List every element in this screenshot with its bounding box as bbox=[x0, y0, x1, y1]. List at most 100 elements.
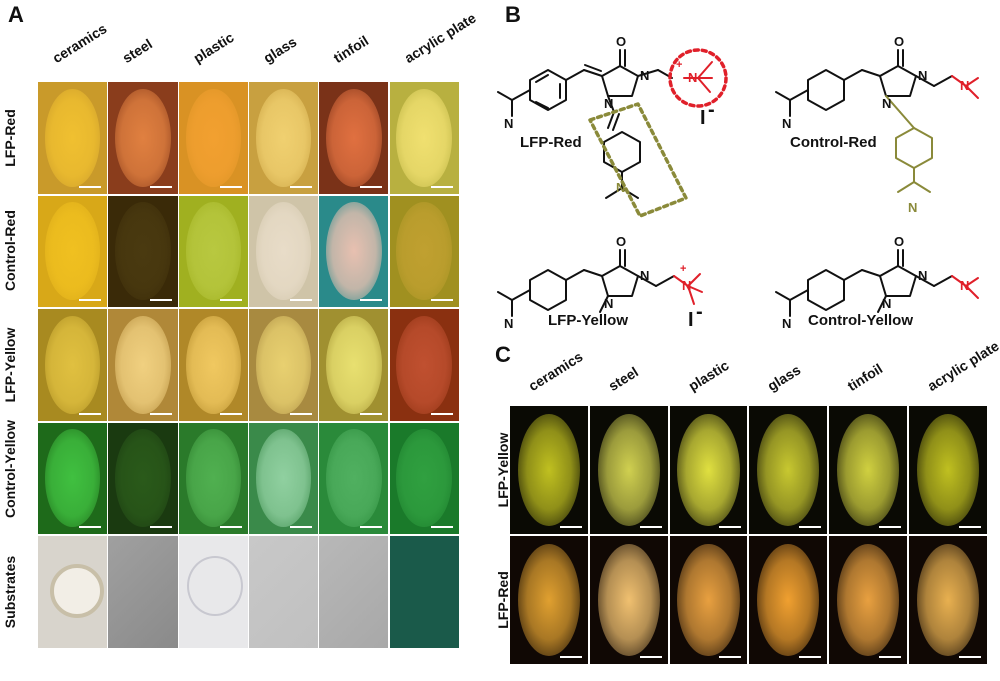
scale-bar bbox=[79, 299, 102, 301]
fingerprint-image bbox=[326, 88, 382, 187]
fingerprint-image bbox=[597, 413, 660, 527]
substrate-surface bbox=[319, 536, 389, 648]
ceramic-dish bbox=[50, 564, 104, 618]
fingerprint-image bbox=[597, 543, 660, 657]
panel-c-tile bbox=[829, 536, 907, 664]
atom-o-1: O bbox=[616, 34, 626, 49]
atom-n-3: N bbox=[504, 116, 513, 131]
fingerprint-image bbox=[916, 413, 979, 527]
panel-a-letter: A bbox=[8, 2, 24, 27]
fingerprint-image bbox=[396, 88, 452, 187]
panel-a-tile bbox=[108, 82, 178, 194]
scale-bar bbox=[290, 299, 313, 301]
panel-a-column-label: acrylic plate bbox=[401, 9, 479, 66]
scale-bar bbox=[799, 526, 822, 528]
panel-a-tile bbox=[178, 195, 248, 307]
panel-a-column-label: tinfoil bbox=[330, 32, 372, 66]
fingerprint-image bbox=[517, 543, 580, 657]
scale-bar bbox=[719, 526, 742, 528]
fingerprint-image bbox=[396, 315, 452, 414]
control-red-structure bbox=[775, 49, 979, 193]
substrate-surface bbox=[108, 536, 178, 648]
fingerprint-image bbox=[185, 202, 241, 301]
atom-n-15: N bbox=[918, 268, 927, 283]
scale-bar bbox=[219, 185, 242, 188]
panel-a-tile bbox=[248, 422, 319, 534]
panel-a-column-label: glass bbox=[260, 33, 300, 66]
fingerprint-image bbox=[255, 315, 312, 414]
plastic-dish bbox=[186, 556, 243, 616]
scale-bar bbox=[219, 412, 242, 415]
lfp-yellow-structure bbox=[497, 249, 703, 317]
panel-c-tile bbox=[909, 406, 987, 534]
panel-c-column-label: ceramics bbox=[525, 348, 586, 394]
panel-c-tile bbox=[749, 536, 828, 664]
panel-a-tile bbox=[248, 309, 319, 421]
panel-a-tile bbox=[389, 82, 459, 194]
panel-c-tile bbox=[669, 536, 748, 664]
panel-a-tile bbox=[319, 422, 389, 534]
label-control-red: Control-Red bbox=[790, 134, 877, 151]
atom-n-12: N bbox=[604, 296, 613, 311]
panel-a-tile bbox=[178, 82, 248, 194]
atom-n-6: N bbox=[918, 68, 927, 83]
fingerprint-image bbox=[757, 413, 820, 527]
label-lfp-yellow: LFP-Yellow bbox=[548, 312, 629, 329]
fingerprint-image bbox=[185, 88, 241, 187]
panel-c-tile bbox=[510, 406, 588, 534]
panel-a-column-label: plastic bbox=[190, 28, 237, 66]
panel-a-tile bbox=[108, 195, 178, 307]
fingerprint-image bbox=[396, 429, 452, 528]
panel-c-column-label: steel bbox=[605, 363, 641, 394]
atom-o-3: O bbox=[616, 234, 626, 249]
panel-c-tile bbox=[510, 536, 588, 664]
panel-a-tile bbox=[319, 195, 389, 307]
fingerprint-image bbox=[916, 543, 979, 657]
panel-a-tile bbox=[248, 536, 319, 648]
substrate-surface bbox=[248, 536, 319, 648]
scale-bar bbox=[149, 299, 172, 301]
panel-c-column-label: acrylic plate bbox=[924, 337, 1000, 394]
panel-c-column-label: tinfoil bbox=[844, 360, 886, 394]
atom-n-14: N bbox=[682, 278, 691, 293]
scale-bar bbox=[958, 656, 981, 658]
panel-c-tile bbox=[829, 406, 907, 534]
fingerprint-image bbox=[115, 88, 171, 187]
atom-plus-1: + bbox=[676, 59, 682, 71]
panel-a-tile bbox=[178, 422, 248, 534]
fingerprint-image bbox=[115, 315, 171, 414]
fingerprint-image bbox=[677, 413, 740, 527]
atom-plus-2: + bbox=[680, 263, 686, 275]
panel-a-tile bbox=[178, 309, 248, 421]
fingerprint-image bbox=[255, 88, 312, 187]
panel-a-tile bbox=[248, 195, 319, 307]
scale-bar bbox=[360, 185, 383, 188]
fingerprint-image bbox=[326, 202, 382, 301]
iodide-1: I bbox=[700, 107, 706, 129]
scale-bar bbox=[878, 656, 901, 658]
scale-bar bbox=[639, 526, 662, 528]
panel-a-tile bbox=[389, 195, 459, 307]
scale-bar bbox=[290, 412, 313, 415]
fingerprint-image bbox=[44, 88, 101, 187]
panel-a-tile bbox=[389, 536, 459, 648]
atom-n-17: N bbox=[782, 316, 791, 330]
scale-bar bbox=[958, 526, 981, 528]
panel-c-tile bbox=[909, 536, 987, 664]
panel-a-tile bbox=[108, 536, 178, 648]
scale-bar bbox=[430, 185, 453, 188]
panel-c-tile bbox=[669, 406, 748, 534]
scale-bar bbox=[430, 526, 453, 528]
panel-b-letter: B bbox=[505, 2, 521, 27]
fingerprint-image bbox=[677, 543, 740, 657]
panel-c-column-label: glass bbox=[764, 361, 804, 394]
scale-bar bbox=[149, 185, 172, 188]
panel-c-row-label: LFP-Red bbox=[495, 571, 511, 629]
panel-a-tile bbox=[319, 536, 389, 648]
atom-n-8: N bbox=[782, 116, 791, 131]
panel-a-tile bbox=[38, 536, 108, 648]
panel-c-row-label: LFP-Yellow bbox=[495, 432, 511, 508]
panel-c-tile bbox=[749, 406, 828, 534]
panel-a-column-label: ceramics bbox=[49, 20, 110, 66]
scale-bar bbox=[79, 526, 102, 528]
